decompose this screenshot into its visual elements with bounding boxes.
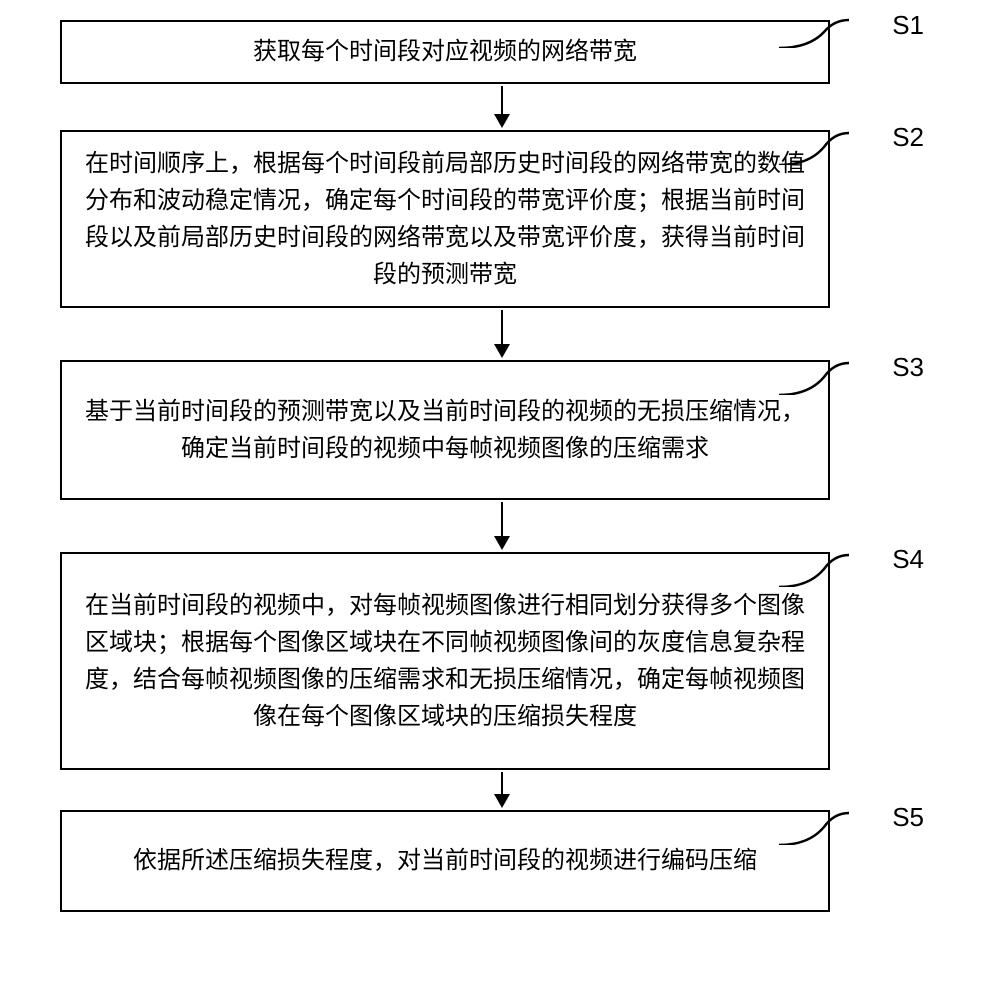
step-wrapper-s2: 在时间顺序上，根据每个时间段前局部历史时间段的网络带宽的数值分布和波动稳定情况，… [40, 130, 944, 308]
step-box-s4: 在当前时间段的视频中，对每帧视频图像进行相同划分获得多个图像区域块；根据每个图像… [60, 552, 830, 770]
step-box-s2: 在时间顺序上，根据每个时间段前局部历史时间段的网络带宽的数值分布和波动稳定情况，… [60, 130, 830, 308]
step-box-s3: 基于当前时间段的预测带宽以及当前时间段的视频的无损压缩情况，确定当前时间段的视频… [60, 360, 830, 500]
step-text-s4: 在当前时间段的视频中，对每帧视频图像进行相同划分获得多个图像区域块；根据每个图像… [82, 587, 808, 736]
arrow-s4-s5 [102, 770, 902, 810]
connector-s3 [779, 355, 854, 395]
step-box-s5: 依据所述压缩损失程度，对当前时间段的视频进行编码压缩 [60, 810, 830, 912]
step-wrapper-s1: 获取每个时间段对应视频的网络带宽 S1 [40, 20, 944, 84]
connector-s5 [779, 805, 854, 845]
step-box-s1: 获取每个时间段对应视频的网络带宽 [60, 20, 830, 84]
step-text-s2: 在时间顺序上，根据每个时间段前局部历史时间段的网络带宽的数值分布和波动稳定情况，… [82, 145, 808, 294]
arrow-s3-s4 [102, 500, 902, 552]
step-wrapper-s5: 依据所述压缩损失程度，对当前时间段的视频进行编码压缩 S5 [40, 810, 944, 912]
connector-s2 [779, 125, 854, 165]
arrow-s1-s2 [102, 84, 902, 130]
step-label-s5: S5 [892, 802, 924, 833]
connector-s4 [779, 547, 854, 587]
arrow-icon [494, 310, 510, 358]
flowchart-container: 获取每个时间段对应视频的网络带宽 S1 在时间顺序上，根据每个时间段前局部历史时… [40, 20, 944, 912]
step-text-s1: 获取每个时间段对应视频的网络带宽 [253, 33, 637, 70]
step-wrapper-s3: 基于当前时间段的预测带宽以及当前时间段的视频的无损压缩情况，确定当前时间段的视频… [40, 360, 944, 500]
connector-s1 [779, 12, 854, 48]
step-label-s4: S4 [892, 544, 924, 575]
arrow-s2-s3 [102, 308, 902, 360]
arrow-icon [494, 86, 510, 128]
step-text-s5: 依据所述压缩损失程度，对当前时间段的视频进行编码压缩 [133, 842, 757, 879]
step-label-s3: S3 [892, 352, 924, 383]
arrow-icon [494, 772, 510, 808]
step-label-s2: S2 [892, 122, 924, 153]
step-label-s1: S1 [892, 10, 924, 41]
step-text-s3: 基于当前时间段的预测带宽以及当前时间段的视频的无损压缩情况，确定当前时间段的视频… [82, 393, 808, 467]
step-wrapper-s4: 在当前时间段的视频中，对每帧视频图像进行相同划分获得多个图像区域块；根据每个图像… [40, 552, 944, 770]
arrow-icon [494, 502, 510, 550]
